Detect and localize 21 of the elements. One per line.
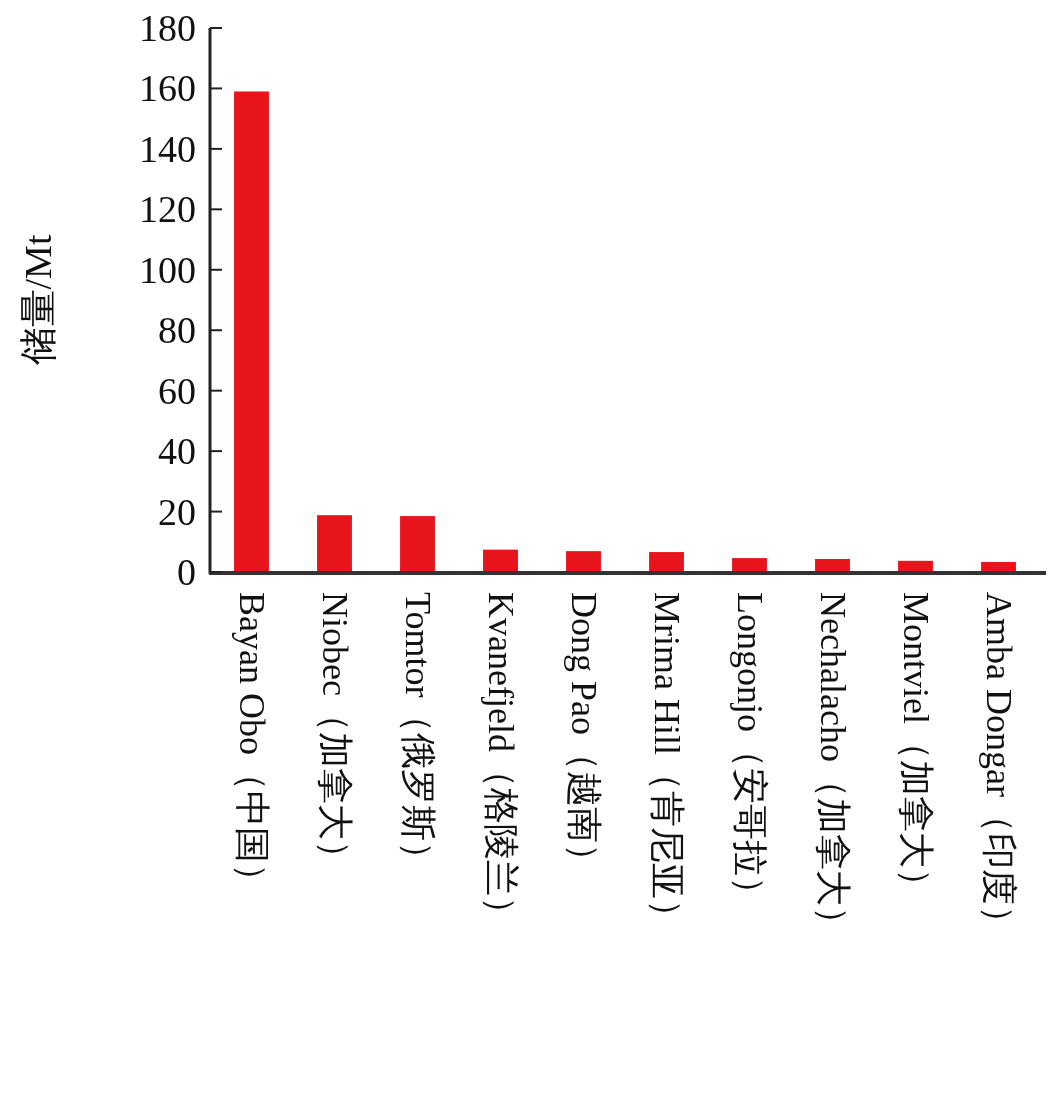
y-tick-label: 20	[158, 490, 196, 533]
y-axis-title: 储量/Mt	[17, 234, 59, 366]
x-tick-label: Niobec（加拿大）	[314, 592, 355, 876]
x-tick-label: Bayan Obo（中国）	[231, 592, 272, 899]
x-tick-label: Mrima Hill（肯尼亚）	[646, 592, 687, 935]
y-tick-label: 180	[139, 7, 196, 49]
y-tick-label: 80	[158, 309, 196, 352]
y-tick-label: 120	[139, 188, 196, 231]
y-tick-label: 40	[158, 430, 196, 473]
x-tick-label: Montviel（加拿大）	[895, 592, 936, 904]
x-tick-label: Dong Pao（越南）	[563, 592, 604, 879]
y-tick-label: 140	[139, 127, 196, 170]
y-tick-label: 160	[139, 67, 196, 110]
y-tick-label: 100	[139, 248, 196, 291]
x-tick-label: Longonjo（安哥拉）	[729, 592, 770, 912]
x-tick-label: Kvanefjeld（格陵兰）	[480, 592, 521, 932]
x-tick-label: Tomtor（俄罗斯）	[397, 592, 438, 878]
y-tick-label: 60	[158, 369, 196, 412]
x-tick-label: Amba Dongar（印度）	[978, 592, 1019, 941]
y-tick-label: 0	[177, 551, 196, 593]
x-tick-label: Nechalacho（加拿大）	[812, 592, 853, 942]
